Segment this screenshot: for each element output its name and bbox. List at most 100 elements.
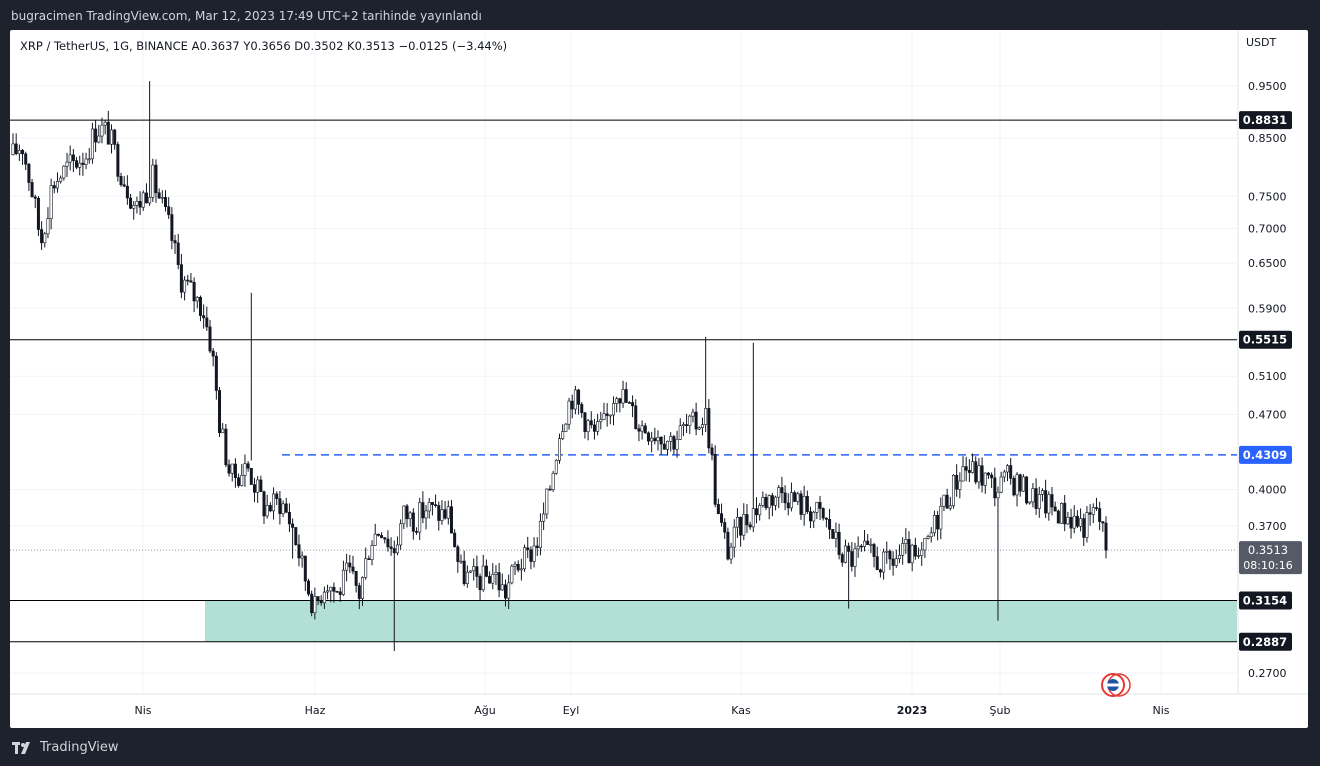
candle: [357, 582, 361, 610]
candle-body: [631, 402, 635, 407]
candle-body: [904, 539, 908, 544]
candle: [90, 122, 94, 164]
candle-body: [1006, 465, 1010, 473]
candle: [122, 176, 126, 188]
candle: [297, 534, 301, 567]
candle: [1088, 504, 1092, 526]
candle-body: [777, 487, 781, 498]
tradingview-brand[interactable]: TradingView: [12, 740, 119, 755]
candle: [351, 555, 355, 575]
candle: [459, 554, 463, 564]
candle-body: [761, 497, 765, 506]
candle: [767, 494, 771, 520]
candle-body: [1015, 474, 1019, 496]
candle-body: [46, 218, 50, 235]
candle-body: [716, 504, 720, 514]
candle: [87, 147, 91, 164]
candle-body: [303, 555, 307, 582]
candle: [691, 408, 695, 423]
candle-body: [1021, 476, 1025, 492]
candle-body: [707, 408, 711, 449]
candle-body: [478, 576, 482, 591]
candle: [49, 178, 53, 230]
candle-body: [770, 495, 774, 506]
candle: [929, 527, 933, 543]
candle: [211, 348, 215, 367]
candle-body: [383, 537, 387, 540]
candle-body: [332, 586, 336, 592]
candle: [713, 445, 717, 508]
candle: [125, 175, 129, 205]
candle-body: [17, 150, 21, 154]
candle: [208, 319, 212, 354]
candle: [904, 528, 908, 554]
candle: [1002, 469, 1006, 483]
candle-body: [1002, 471, 1006, 478]
candle-body: [1085, 512, 1089, 538]
candle-body: [951, 474, 955, 507]
candle-body: [586, 420, 590, 432]
candle-body: [94, 128, 98, 143]
candle-body: [11, 143, 15, 155]
candle: [602, 402, 606, 421]
currency-unit: USDT: [1246, 36, 1277, 49]
candle: [183, 276, 187, 301]
candle: [926, 534, 930, 540]
candle-body: [653, 437, 657, 442]
candle: [996, 486, 1000, 621]
candle: [116, 141, 120, 182]
candle: [1079, 508, 1083, 532]
flag-icon[interactable]: [1101, 673, 1131, 697]
candle-body: [1069, 517, 1073, 529]
candle: [17, 144, 21, 161]
candle-body: [767, 495, 771, 509]
candle: [294, 527, 298, 546]
candle: [272, 487, 276, 520]
candle: [164, 190, 168, 212]
candle-body: [961, 466, 965, 482]
candle-body: [135, 201, 139, 206]
candle-body: [233, 463, 237, 479]
candle-body: [945, 494, 949, 509]
candle: [551, 471, 555, 492]
candle: [859, 543, 863, 552]
price-chart[interactable]: 0.9500 0.8500 0.7500 0.7000 0.6500 0.5900 0.51…: [10, 30, 1308, 728]
candle: [583, 411, 587, 439]
candle: [361, 576, 365, 606]
candle: [507, 574, 511, 610]
y-tick-label: 0.9500: [1248, 80, 1287, 93]
candle-body: [154, 164, 158, 194]
candle: [230, 463, 234, 482]
candle: [573, 385, 577, 415]
candle: [132, 201, 136, 220]
candle: [326, 584, 330, 600]
candle-body: [542, 513, 546, 522]
candle-body: [310, 593, 314, 614]
candle: [345, 553, 349, 582]
candle: [46, 207, 50, 239]
candle-body: [847, 545, 851, 552]
candle: [430, 501, 434, 516]
candle: [570, 394, 574, 419]
candle-body: [697, 427, 701, 430]
candle-body: [252, 484, 256, 493]
candle: [313, 587, 317, 620]
level-label: 0.3154: [1243, 593, 1287, 607]
candle: [580, 402, 584, 418]
candle-body: [459, 560, 463, 563]
candle: [1056, 509, 1060, 524]
candle-body: [694, 411, 698, 430]
candle-body: [589, 420, 593, 426]
candle: [500, 573, 504, 591]
candle-body: [392, 548, 396, 554]
candle-body: [643, 425, 647, 434]
candle: [802, 485, 806, 526]
candle-body: [850, 551, 854, 567]
chart-panel[interactable]: 0.9500 0.8500 0.7500 0.7000 0.6500 0.5900 0.51…: [10, 30, 1308, 728]
candle-body: [1012, 478, 1016, 496]
candle: [405, 503, 409, 528]
candle: [1050, 486, 1054, 516]
candle: [259, 475, 263, 493]
candle: [329, 586, 333, 603]
candle: [589, 411, 593, 429]
